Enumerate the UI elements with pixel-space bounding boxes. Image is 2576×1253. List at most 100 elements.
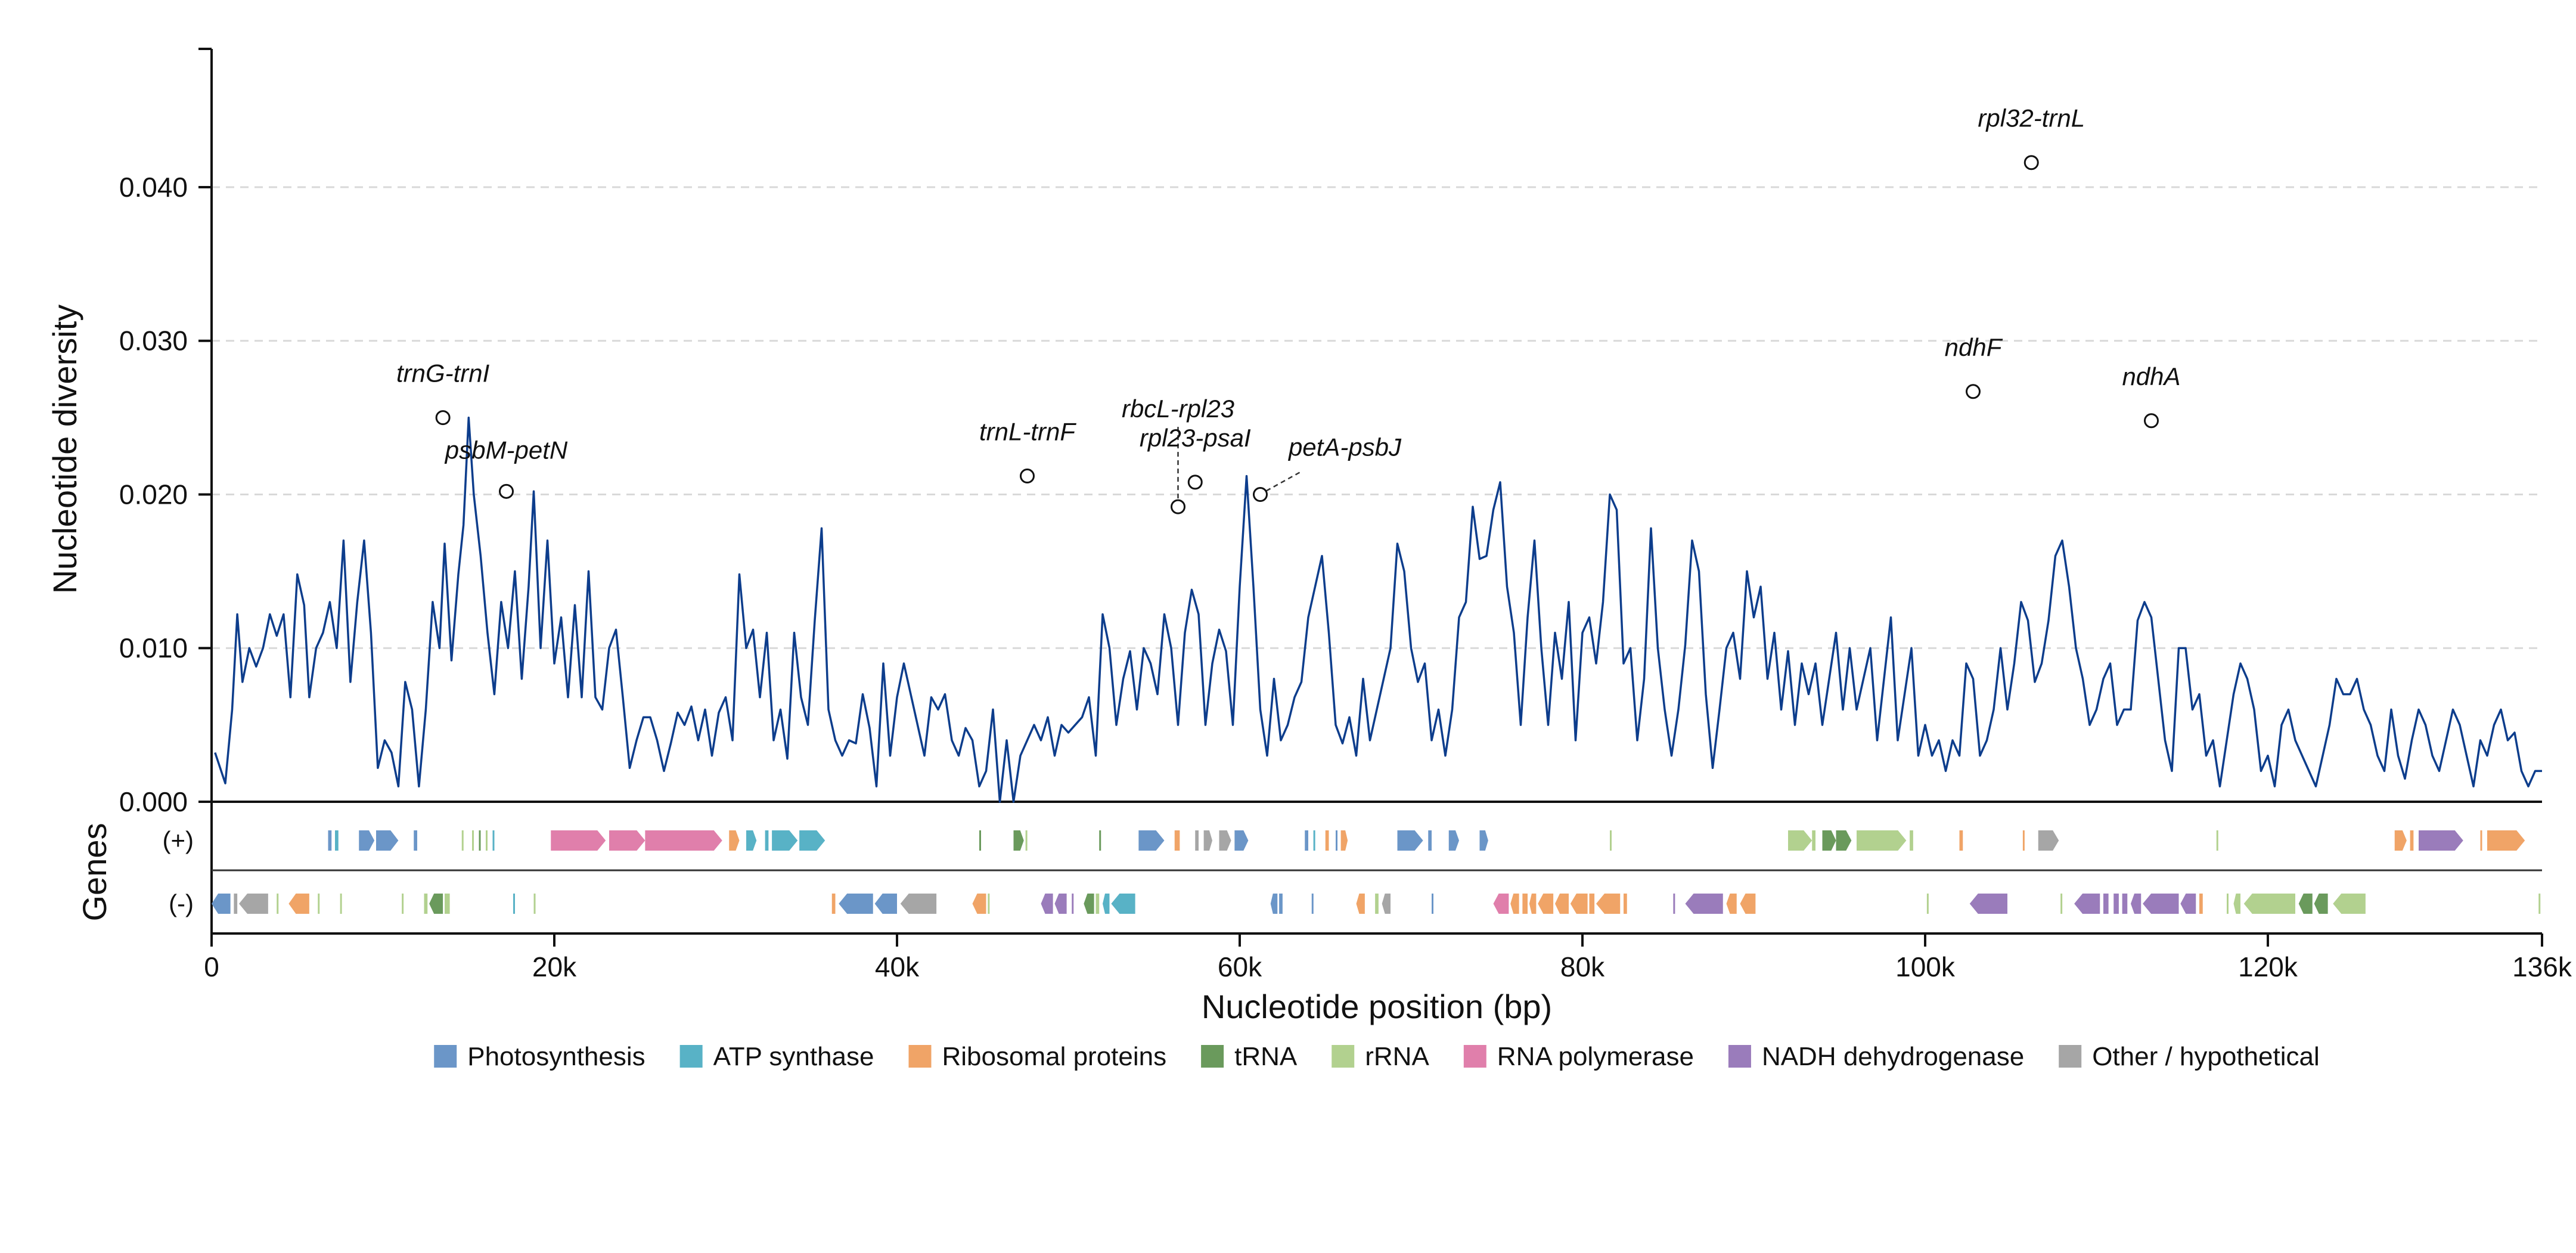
gene-arrow [729, 830, 740, 851]
peak-label: psbM-petN [444, 436, 568, 464]
strand-label: (+) [163, 826, 194, 854]
gene-arrow [609, 830, 645, 851]
gene-arrow [2410, 830, 2414, 851]
gene-arrow [328, 830, 332, 851]
gene-arrow [239, 894, 268, 914]
y-tick-label: 0.010 [119, 632, 188, 663]
legend-swatch [679, 1045, 703, 1068]
gene-arrow [1926, 894, 1929, 914]
gene-arrow [1203, 830, 1212, 851]
gene-arrow [831, 894, 836, 914]
gene-arrow [359, 830, 375, 851]
peak-marker [1253, 486, 1268, 502]
gene-arrow [2103, 894, 2109, 914]
gene-arrow [376, 830, 399, 851]
gene-arrow [1822, 830, 1836, 851]
x-tick-label: 100k [1895, 951, 1956, 982]
gene-arrow [1375, 894, 1379, 914]
gene-arrow [765, 830, 769, 851]
gene-arrow [1025, 830, 1028, 851]
gene-arrow [2038, 830, 2042, 851]
gene-arrow [874, 894, 897, 914]
gene-arrow [2199, 894, 2203, 914]
peak-leader-line [1265, 471, 1302, 492]
gene-arrow [1428, 830, 1432, 851]
gene-arrow [1726, 894, 1737, 914]
gene-arrow [340, 894, 342, 914]
gene-arrow [2143, 894, 2179, 914]
x-tick-label: 120k [2238, 951, 2298, 982]
gene-arrow [1234, 830, 1249, 851]
gene-arrow [402, 894, 404, 914]
legend-label: rRNA [1365, 1042, 1429, 1071]
strand-label: (-) [169, 889, 194, 917]
gene-arrow [1103, 894, 1110, 914]
legend-label: NADH dehydrogenase [1762, 1042, 2024, 1071]
x-tick-label: 40k [875, 951, 920, 982]
gene-arrow [335, 830, 339, 851]
axes [198, 48, 2543, 947]
gene-arrow [1836, 830, 1852, 851]
peak-marker [1187, 474, 1203, 490]
legend-swatch [1201, 1045, 1224, 1068]
legend-label: tRNA [1234, 1042, 1298, 1071]
x-tick-label: 0 [204, 951, 219, 982]
legend-swatch [908, 1045, 932, 1068]
gene-arrow [1138, 830, 1165, 851]
gene-arrow [461, 830, 464, 851]
gene-arrow [234, 894, 238, 914]
gene-arrow [2227, 894, 2229, 914]
gene-arrow [533, 894, 536, 914]
gene-arrow [2487, 830, 2525, 851]
gene-arrow [1432, 894, 1433, 914]
gene-arrow [1624, 894, 1627, 914]
gene-arrow [1740, 894, 1756, 914]
gene-arrow [2538, 894, 2541, 914]
gene-arrow [1054, 894, 1067, 914]
gene-arrow [277, 894, 279, 914]
y-tick-label: 0.000 [119, 786, 188, 817]
y-tick-label: 0.040 [119, 172, 188, 203]
gene-arrow [1099, 830, 1101, 851]
peak-marker [1966, 384, 1981, 399]
gene-arrow [1311, 894, 1314, 914]
peak-label: rbcL-rpl23 [1122, 395, 1234, 423]
gene-arrow [429, 894, 443, 914]
peak-label: trnG-trnI [396, 359, 490, 387]
gene-arrow [1340, 830, 1348, 851]
peak-marker [2023, 155, 2039, 170]
gene-arrow [2394, 830, 2407, 851]
legend-swatch [2059, 1045, 2082, 1068]
gene-arrow [2022, 830, 2025, 851]
gene-arrow [445, 894, 450, 914]
gene-arrow [839, 894, 873, 914]
gene-arrow [414, 830, 417, 851]
genes-track-label: Genes [76, 823, 113, 922]
gene-arrow [1788, 830, 1812, 851]
peak-label: trnL-trnF [979, 418, 1076, 446]
legend-swatch [1332, 1045, 1355, 1068]
gene-arrow [1959, 830, 1963, 851]
gene-arrow [1910, 830, 1913, 851]
gene-arrow [472, 830, 474, 851]
peak-label: rpl32-trnL [1978, 104, 2085, 132]
gene-arrow [486, 830, 488, 851]
diversity-line [214, 416, 2542, 803]
legend-label: Ribosomal proteins [942, 1042, 1166, 1071]
gene-arrow [2060, 894, 2063, 914]
gene-arrow [1529, 894, 1537, 914]
x-tick-label: 80k [1560, 951, 1605, 982]
y-tick-label: 0.020 [119, 479, 188, 510]
gene-arrow [979, 830, 981, 851]
gene-arrow [772, 830, 798, 851]
gene-arrow [2314, 894, 2328, 914]
gene-arrow [1610, 830, 1612, 851]
gene-arrow [2216, 830, 2218, 851]
legend-label: RNA polymerase [1497, 1042, 1694, 1071]
gene-arrow [1111, 894, 1135, 914]
gene-arrow [1084, 894, 1094, 914]
gene-arrow [1305, 830, 1308, 851]
gene-arrow [1195, 830, 1199, 851]
peak-annotations: trnG-trnI psbM-petN trnL-trnF rbcL-rpl23 rpl… [396, 104, 2181, 514]
gene-arrow [1013, 830, 1024, 851]
